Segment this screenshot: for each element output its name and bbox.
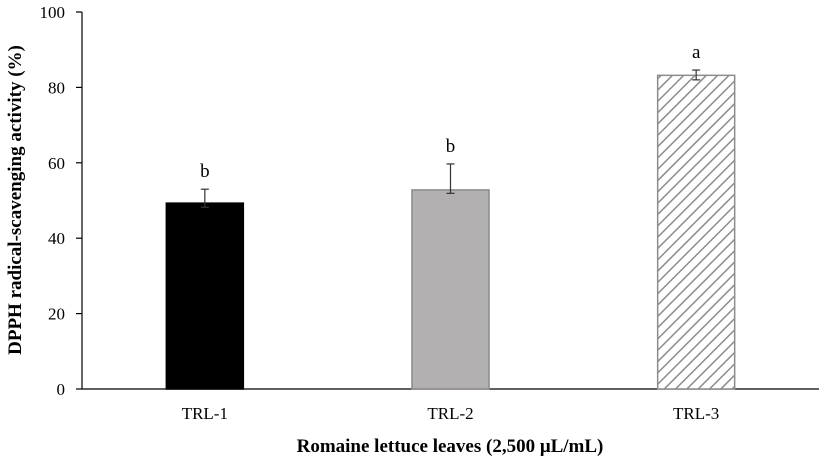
x-tick-label: TRL-2 bbox=[427, 404, 473, 423]
bar-trl-2 bbox=[411, 189, 490, 390]
y-tick-label: 60 bbox=[48, 154, 65, 173]
y-tick-label: 40 bbox=[48, 229, 65, 248]
significance-label: a bbox=[692, 42, 701, 63]
y-tick-label: 100 bbox=[40, 3, 66, 22]
plot-area: 0 20 40 60 80 100 b TRL-1 b TRL-2 a TRL-3 bbox=[40, 3, 819, 423]
significance-label: b bbox=[200, 161, 210, 182]
y-tick-label: 80 bbox=[48, 78, 65, 97]
x-axis-title: Romaine lettuce leaves (2,500 μL/mL) bbox=[297, 436, 604, 457]
bar-trl-3 bbox=[656, 74, 736, 390]
x-tick-label: TRL-1 bbox=[182, 404, 228, 423]
significance-label: b bbox=[446, 136, 456, 157]
y-axis-title: DPPH radical-scavenging activity (%) bbox=[5, 45, 26, 355]
bar-trl-1 bbox=[165, 202, 245, 390]
y-tick-label: 20 bbox=[48, 305, 65, 324]
x-tick-label: TRL-3 bbox=[673, 404, 719, 423]
y-tick-label: 0 bbox=[57, 380, 66, 399]
